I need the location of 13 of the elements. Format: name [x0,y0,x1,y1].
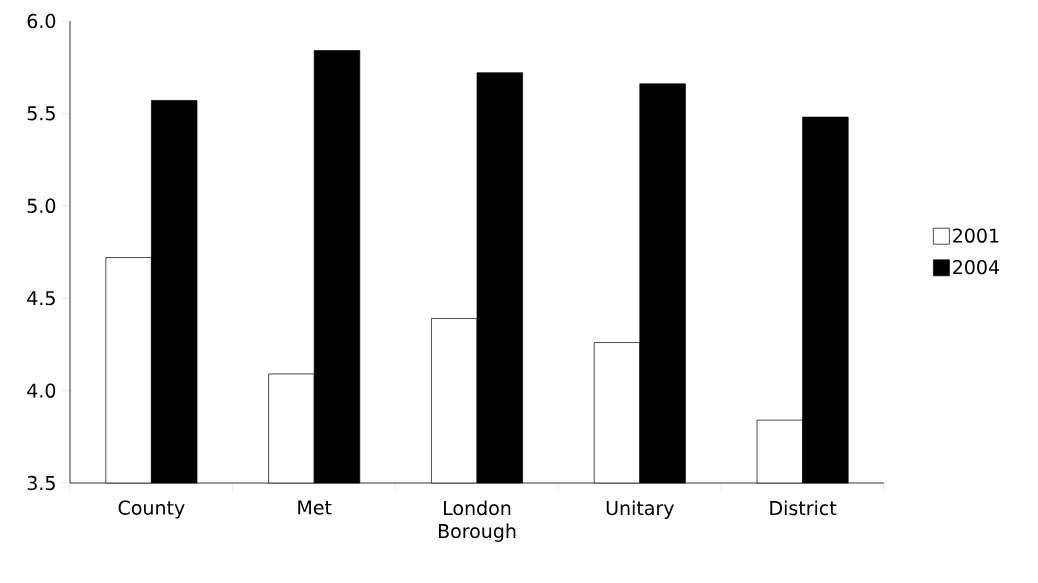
x-tick-label: Unitary [606,500,674,519]
y-tick-label: 6.0 [27,13,56,29]
x-tick-label: London Borough [438,500,516,542]
y-tick-label: 5.0 [27,198,56,213]
y-tick-label: 3.5 [27,475,55,491]
y-tick-label: 4.5 [27,291,55,306]
y-tick-label: 5.5 [27,106,55,121]
legend-label: 2001 [953,228,999,243]
x-tick-label: County [118,500,185,519]
x-tick-label: Met [298,500,332,515]
legend-label: 2004 [953,259,999,275]
y-tick-label: 4.0 [27,383,56,398]
x-tick-label: District [770,500,837,516]
